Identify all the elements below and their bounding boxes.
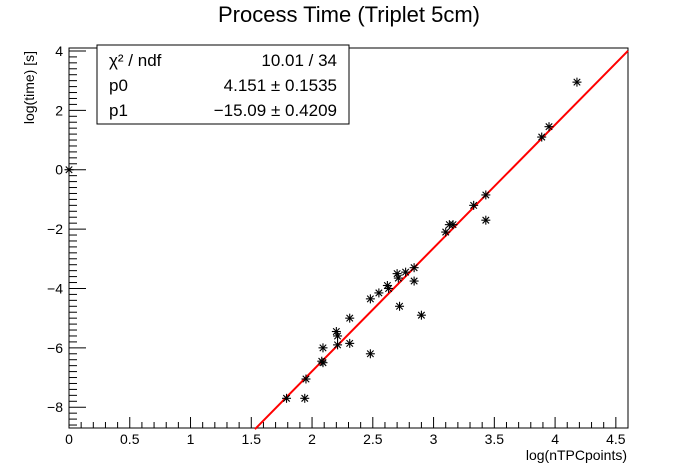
fit-line <box>254 50 629 430</box>
data-point <box>318 358 328 368</box>
data-point-stroke <box>366 295 375 303</box>
data-point-stroke <box>332 327 340 336</box>
x-tick-label: 4.5 <box>606 431 626 447</box>
stat-chi2-label: χ² / ndf <box>109 51 162 70</box>
data-point <box>572 77 582 87</box>
data-point-stroke <box>538 133 546 141</box>
x-tick-label: 0 <box>65 431 73 447</box>
data-point-stroke <box>319 344 327 352</box>
data-point-stroke <box>417 311 426 319</box>
data-point-stroke <box>482 191 490 199</box>
y-axis-label: log(time) [s] <box>21 51 37 124</box>
data-point <box>395 301 405 311</box>
data-point <box>409 276 419 286</box>
data-point <box>282 393 292 403</box>
data-point-stroke <box>383 281 392 290</box>
x-tick-label: 3.5 <box>485 431 505 447</box>
y-tick-label: 4 <box>55 43 63 59</box>
data-point-stroke <box>410 277 418 285</box>
data-point-stroke <box>545 123 553 131</box>
stat-p0-value: 4.151 ± 0.1535 <box>224 76 337 95</box>
y-tick-label: 2 <box>55 102 63 118</box>
data-point-stroke <box>282 394 291 402</box>
y-tick-label: −2 <box>47 221 63 237</box>
data-points <box>64 77 582 403</box>
x-tick-label: 2.5 <box>363 431 383 447</box>
data-point <box>365 294 375 304</box>
data-point-stroke <box>395 302 404 310</box>
data-point <box>544 122 554 132</box>
data-point <box>318 343 328 353</box>
data-point <box>416 310 426 320</box>
stat-p0-label: p0 <box>109 76 128 95</box>
data-point <box>481 215 491 225</box>
data-point-stroke <box>301 394 309 402</box>
x-tick-label: 1.5 <box>242 431 262 447</box>
data-point <box>365 349 375 359</box>
data-point <box>374 288 384 298</box>
x-tick-label: 1 <box>187 431 195 447</box>
x-tick-label: 2 <box>308 431 316 447</box>
y-axis: 4 2 0 −2 −4 −6 −8 <box>47 43 86 426</box>
y-tick-label: −4 <box>47 280 63 296</box>
stat-p1-label: p1 <box>109 101 128 120</box>
y-tick-label: −6 <box>47 340 63 356</box>
data-point <box>409 263 419 273</box>
data-point-stroke <box>394 274 402 282</box>
data-point-stroke <box>401 268 410 276</box>
data-point-stroke <box>346 339 354 348</box>
data-point <box>384 283 394 293</box>
data-point <box>481 190 491 200</box>
data-point-stroke <box>333 341 342 349</box>
data-point <box>537 132 547 142</box>
data-point-stroke <box>384 284 393 293</box>
data-point <box>333 331 343 341</box>
data-point-stroke <box>302 375 310 383</box>
x-axis: 0 0.5 1 1.5 2 2.5 3 3.5 4 4.5 <box>65 417 629 447</box>
data-point <box>300 393 310 403</box>
data-point <box>441 227 451 237</box>
data-point-stroke <box>366 350 375 358</box>
data-point <box>393 273 403 283</box>
data-point-stroke <box>449 221 457 229</box>
data-point-stroke <box>333 332 342 340</box>
data-point-stroke <box>442 228 450 236</box>
data-point <box>333 340 343 350</box>
x-tick-label: 3 <box>430 431 438 447</box>
stat-chi2-value: 10.01 / 34 <box>261 51 337 70</box>
data-point-stroke <box>410 264 418 272</box>
data-point-stroke <box>346 314 354 322</box>
y-tick-label: 0 <box>55 162 63 178</box>
x-tick-label: 0.5 <box>120 431 140 447</box>
x-axis-label: log(nTPCpoints) <box>526 447 627 463</box>
data-point-stroke <box>573 78 581 86</box>
data-point-stroke <box>470 201 478 209</box>
data-point-stroke <box>482 216 490 224</box>
data-point <box>448 220 458 230</box>
chart-title: Process Time (Triplet 5cm) <box>218 2 480 27</box>
data-point-stroke <box>65 166 73 174</box>
data-point <box>345 313 355 323</box>
stat-p1-value: −15.09 ± 0.4209 <box>214 101 337 120</box>
x-tick-label: 4 <box>551 431 559 447</box>
data-point <box>64 165 74 175</box>
data-point-stroke <box>375 289 383 297</box>
fit-line-layer <box>254 50 629 430</box>
fit-stats-box: χ² / ndf 10.01 / 34 p0 4.151 ± 0.1535 p1… <box>96 44 350 125</box>
data-point <box>401 267 411 277</box>
data-point-stroke <box>393 269 401 278</box>
data-point <box>469 200 479 210</box>
data-point <box>345 338 355 348</box>
y-tick-label: −8 <box>47 399 63 415</box>
data-point-stroke <box>319 359 327 367</box>
data-point <box>301 374 311 384</box>
